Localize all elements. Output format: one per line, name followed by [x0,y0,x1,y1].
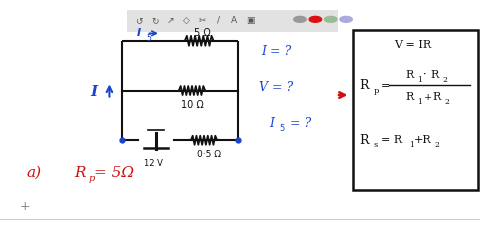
Text: ▣: ▣ [246,16,254,25]
Text: R: R [359,79,369,92]
Text: ◇: ◇ [183,16,190,25]
Text: p: p [89,173,95,182]
Text: +: + [19,199,30,212]
Text: R: R [406,70,414,80]
Text: ↻: ↻ [151,16,159,25]
Text: 10 Ω: 10 Ω [180,100,204,110]
Text: ✂: ✂ [199,16,206,25]
Text: 1: 1 [418,75,422,83]
Text: 5: 5 [146,34,151,43]
Text: R: R [406,92,414,102]
Text: 1: 1 [409,141,414,149]
Text: ·: · [423,70,426,80]
Text: V = ?: V = ? [259,80,293,93]
Text: = ?: = ? [287,116,312,129]
Text: 1: 1 [418,98,422,106]
Circle shape [340,17,352,23]
Text: = 5Ω: = 5Ω [94,165,133,179]
Text: ↺: ↺ [135,16,143,25]
Text: 2: 2 [444,98,449,106]
Text: I: I [137,28,141,38]
Circle shape [294,17,306,23]
Text: 5 Ω: 5 Ω [194,28,211,38]
Text: /: / [217,16,220,25]
Circle shape [309,17,322,23]
Text: I: I [90,84,97,98]
Text: s: s [373,141,378,149]
Text: R: R [359,133,369,146]
Text: R: R [74,165,86,179]
Text: A: A [231,16,237,25]
Text: +R: +R [414,135,432,144]
Text: 5: 5 [279,124,284,133]
Text: 12 V: 12 V [144,159,163,168]
Text: I: I [269,116,274,129]
Circle shape [324,17,337,23]
Text: ↗: ↗ [167,16,175,25]
Bar [127,11,338,33]
Text: = R: = R [381,135,402,144]
Text: 2: 2 [434,141,439,149]
Text: V = IR: V = IR [394,40,432,50]
Text: R: R [432,92,440,102]
Text: +: + [424,92,432,101]
Text: 0·5 Ω: 0·5 Ω [197,150,221,159]
Text: 2: 2 [443,75,447,83]
Text: a): a) [26,165,42,179]
Text: R: R [431,70,439,80]
Text: p: p [373,87,379,95]
Bar [353,30,478,190]
Text: I = ?: I = ? [261,45,291,58]
Text: =: = [381,81,390,90]
